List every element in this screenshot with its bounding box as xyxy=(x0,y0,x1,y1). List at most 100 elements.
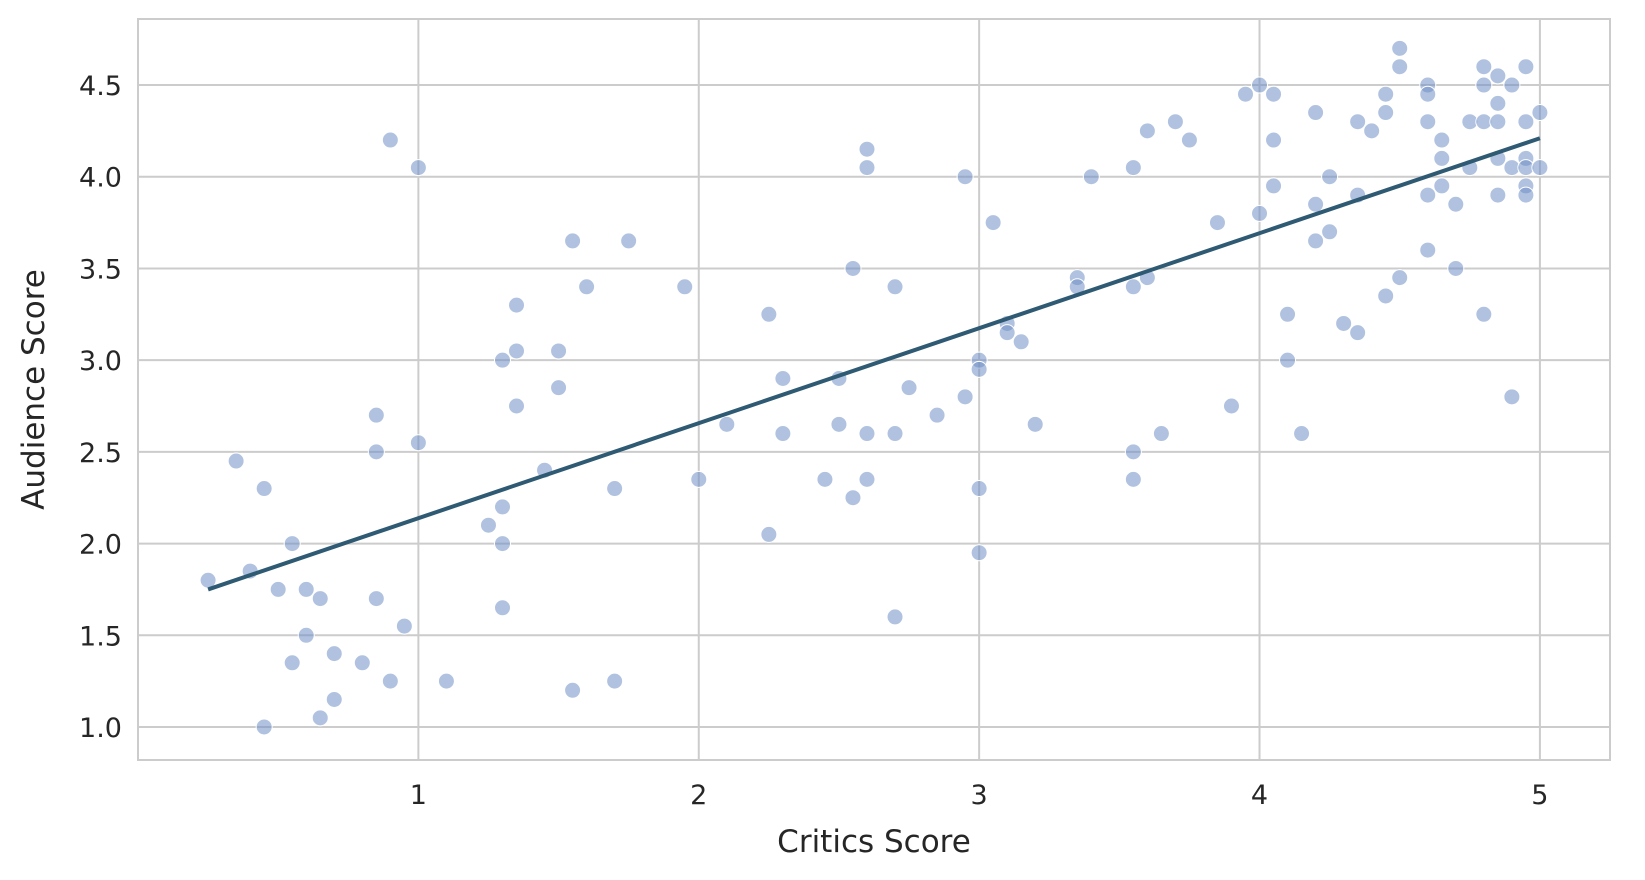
data-point xyxy=(886,608,904,626)
data-point xyxy=(1433,149,1451,167)
data-point xyxy=(1138,122,1156,140)
data-point xyxy=(1377,85,1395,103)
data-point xyxy=(956,168,974,186)
data-point xyxy=(606,480,624,498)
data-point xyxy=(858,159,876,177)
data-point xyxy=(508,397,526,415)
data-point xyxy=(886,278,904,296)
data-point xyxy=(227,452,245,470)
data-point xyxy=(325,690,343,708)
data-point xyxy=(1517,58,1535,76)
y-axis-label: Audience Score xyxy=(16,269,52,510)
data-point xyxy=(1363,122,1381,140)
data-point xyxy=(1321,223,1339,241)
data-point xyxy=(1208,214,1226,232)
data-point xyxy=(1391,39,1409,57)
data-point xyxy=(1012,333,1030,351)
data-point xyxy=(858,140,876,158)
data-point xyxy=(297,580,315,598)
y-tick-label: 3.5 xyxy=(79,254,122,285)
data-point xyxy=(1433,131,1451,149)
data-point xyxy=(493,351,511,369)
data-point xyxy=(1265,131,1283,149)
data-point xyxy=(1489,186,1507,204)
data-points xyxy=(199,39,1549,736)
data-point xyxy=(578,278,596,296)
data-point xyxy=(508,296,526,314)
data-point xyxy=(325,645,343,663)
data-point xyxy=(1237,85,1255,103)
data-point xyxy=(1082,168,1100,186)
data-point xyxy=(858,425,876,443)
data-point xyxy=(1321,168,1339,186)
data-point xyxy=(367,443,385,461)
data-point xyxy=(1475,58,1493,76)
data-point xyxy=(1251,76,1269,94)
data-point xyxy=(1377,104,1395,122)
data-point xyxy=(1447,195,1465,213)
data-point xyxy=(606,672,624,690)
x-tick-label: 4 xyxy=(1251,780,1268,811)
data-point xyxy=(1152,425,1170,443)
data-point xyxy=(900,379,918,397)
data-point xyxy=(970,480,988,498)
x-tick-label: 1 xyxy=(410,780,427,811)
data-point xyxy=(367,590,385,608)
data-point xyxy=(816,470,834,488)
data-point xyxy=(928,406,946,424)
data-point xyxy=(1475,76,1493,94)
data-point xyxy=(269,580,287,598)
data-point xyxy=(493,535,511,553)
data-point xyxy=(1531,159,1549,177)
data-point xyxy=(550,342,568,360)
y-tick-label: 4.5 xyxy=(79,71,122,102)
data-point xyxy=(1307,232,1325,250)
data-point xyxy=(353,654,371,672)
data-point xyxy=(760,525,778,543)
data-point xyxy=(1531,104,1549,122)
data-point xyxy=(493,498,511,516)
data-point xyxy=(564,681,582,699)
y-tick-label: 1.0 xyxy=(79,713,122,744)
data-point xyxy=(998,324,1016,342)
data-point xyxy=(1222,397,1240,415)
data-point xyxy=(479,516,497,534)
data-point xyxy=(1391,58,1409,76)
data-point xyxy=(984,214,1002,232)
data-point xyxy=(676,278,694,296)
data-point xyxy=(1307,195,1325,213)
data-point xyxy=(1517,186,1535,204)
data-point xyxy=(1503,76,1521,94)
y-tick-label: 1.5 xyxy=(79,621,122,652)
plot-frame xyxy=(137,18,1611,761)
data-point xyxy=(1124,159,1142,177)
data-point xyxy=(718,415,736,433)
data-point xyxy=(1265,85,1283,103)
data-point xyxy=(1026,415,1044,433)
data-point xyxy=(255,718,273,736)
data-point xyxy=(395,617,413,635)
data-point xyxy=(956,388,974,406)
data-point xyxy=(774,425,792,443)
data-point xyxy=(437,672,455,690)
data-point xyxy=(550,379,568,397)
y-tick-label: 3.0 xyxy=(79,346,122,377)
data-point xyxy=(381,131,399,149)
data-point xyxy=(760,305,778,323)
y-tick-label: 4.0 xyxy=(79,163,122,194)
data-point xyxy=(311,590,329,608)
data-point xyxy=(1419,85,1437,103)
x-axis-label: Critics Score xyxy=(777,824,971,860)
data-point xyxy=(367,406,385,424)
data-point xyxy=(297,626,315,644)
data-point xyxy=(493,599,511,617)
data-point xyxy=(283,654,301,672)
data-point xyxy=(1166,113,1184,131)
data-point xyxy=(1251,204,1269,222)
data-point xyxy=(1124,278,1142,296)
data-point xyxy=(508,342,526,360)
data-point xyxy=(1279,351,1297,369)
y-tick-label: 2.0 xyxy=(79,530,122,561)
data-point xyxy=(1489,113,1507,131)
